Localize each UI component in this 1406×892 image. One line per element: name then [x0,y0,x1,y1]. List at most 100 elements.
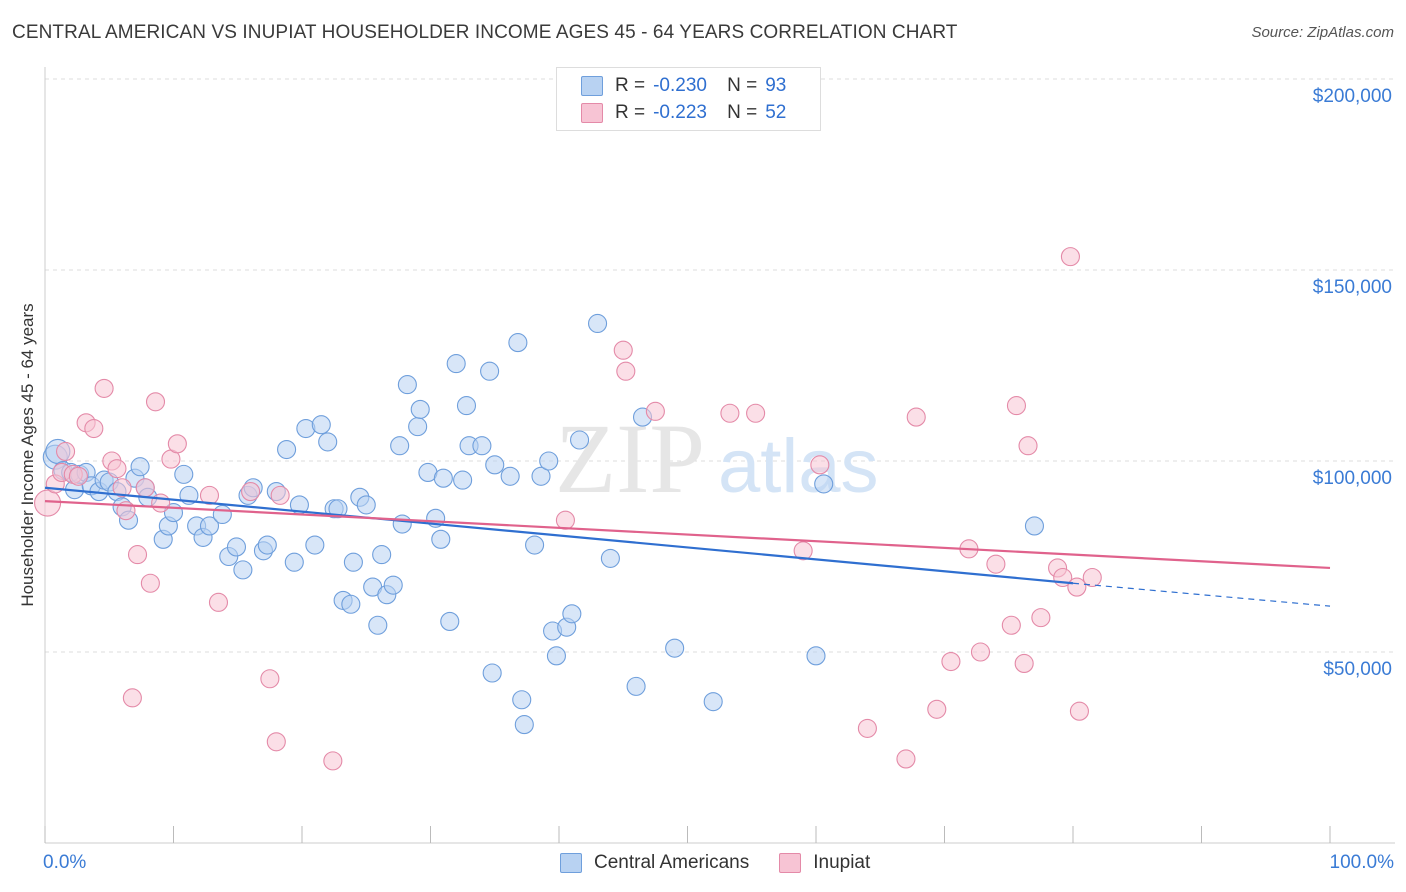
data-point-central-americans [392,514,412,534]
data-point-inupiat [613,340,633,360]
data-point-central-americans [482,663,502,683]
data-point-central-americans [806,646,826,666]
data-point-central-americans [383,575,403,595]
data-point-inupiat [896,749,916,769]
data-point-inupiat [1018,436,1038,456]
data-point-central-americans [814,474,834,494]
data-point-inupiat [1006,396,1027,416]
legend-r-key: R = [615,75,646,96]
chart-source: Source: ZipAtlas.com [1251,24,1394,41]
data-point-central-americans [525,535,545,555]
data-point-inupiat [107,459,127,479]
legend-n-key: N = [727,102,758,123]
x-tick-label-min: 0.0% [43,852,87,873]
data-point-inupiat [970,642,991,662]
chart-title: CENTRAL AMERICAN VS INUPIAT HOUSEHOLDER … [12,22,958,43]
data-point-inupiat [135,478,155,498]
data-point-central-americans [199,516,220,536]
data-point-central-americans [212,504,232,525]
data-point-central-americans [570,430,590,450]
series-legend: Central Americans Inupiat [560,852,900,874]
data-point-central-americans [514,715,534,735]
data-point-inupiat [199,485,220,505]
data-point-inupiat [616,361,636,381]
data-point-inupiat [266,732,286,752]
data-point-central-americans [356,495,376,515]
data-point-central-americans [500,466,520,486]
data-point-inupiat [927,699,947,719]
data-point-inupiat [941,651,961,672]
data-point-central-americans [397,375,417,395]
data-point-central-americans [343,552,363,572]
data-point-inupiat [151,493,171,513]
data-point-inupiat [857,718,877,738]
legend-n-key: N = [727,75,758,96]
data-point-inupiat [323,751,343,771]
data-point-central-americans [480,361,500,381]
data-point-inupiat [1082,567,1102,588]
legend-swatch-blue [581,76,603,96]
data-point-inupiat [906,407,926,427]
data-points [34,247,1102,771]
data-point-inupiat [810,455,830,475]
data-point-central-americans [410,399,430,419]
data-point-inupiat [645,401,665,421]
legend-row-central-americans: R = -0.230 N = 93 [581,74,786,98]
data-point-central-americans [453,470,473,490]
series-swatch-blue [560,853,582,873]
data-point-inupiat [127,545,148,565]
trend-line-inupiat [44,500,1331,570]
series-legend-label: Inupiat [813,852,871,873]
watermark: ZIP atlas [555,403,879,514]
data-point-inupiat [1014,653,1034,674]
data-point-central-americans [318,432,338,452]
data-point-central-americans [665,638,685,658]
data-point-central-americans [328,499,348,519]
data-point-central-americans [390,436,410,456]
y-tick-label: $200,000 [1312,86,1392,107]
data-point-inupiat [34,489,62,517]
data-point-central-americans [311,415,331,435]
data-point-central-americans [341,594,361,614]
data-point-central-americans [1024,516,1044,536]
data-point-inupiat [270,485,290,505]
data-point-central-americans [546,646,566,666]
data-point-inupiat [140,573,160,593]
data-point-central-americans [174,464,194,484]
data-point-central-americans [485,455,505,475]
data-point-inupiat [793,541,813,561]
data-point-central-americans [372,545,392,565]
y-tick-label: $150,000 [1312,277,1392,298]
data-point-central-americans [562,604,582,624]
data-point-central-americans [512,690,532,710]
legend-n-value: 52 [765,102,787,123]
data-point-inupiat [1067,577,1087,597]
y-tick-label: $50,000 [1323,659,1392,680]
series-legend-item-inupiat: Inupiat [779,852,870,874]
data-point-inupiat [1069,701,1089,721]
series-legend-label: Central Americans [594,852,750,873]
data-point-central-americans [703,692,723,712]
data-point-inupiat [720,403,740,423]
data-point-central-americans [472,436,492,456]
data-point-inupiat [746,403,766,423]
legend-r-value: -0.230 [653,75,707,96]
legend-r-value: -0.223 [653,102,707,123]
data-point-inupiat [112,478,132,498]
trend-line-extension-central-americans [1072,582,1331,607]
data-point-central-americans [600,548,620,568]
watermark-zip: ZIP [555,403,705,514]
data-point-central-americans [531,466,551,486]
watermark-atlas: atlas [718,424,879,509]
trend-line-central-americans [44,486,1074,585]
data-point-central-americans [433,468,453,488]
y-axis-label: Householder Income Ages 45 - 64 years [18,303,37,607]
data-point-central-americans [431,529,451,549]
data-point-inupiat [145,392,166,412]
data-point-inupiat [241,482,261,502]
data-point-central-americans [408,417,428,437]
data-point-inupiat [555,510,575,530]
data-point-central-americans [440,611,460,631]
data-point-inupiat [56,441,76,462]
